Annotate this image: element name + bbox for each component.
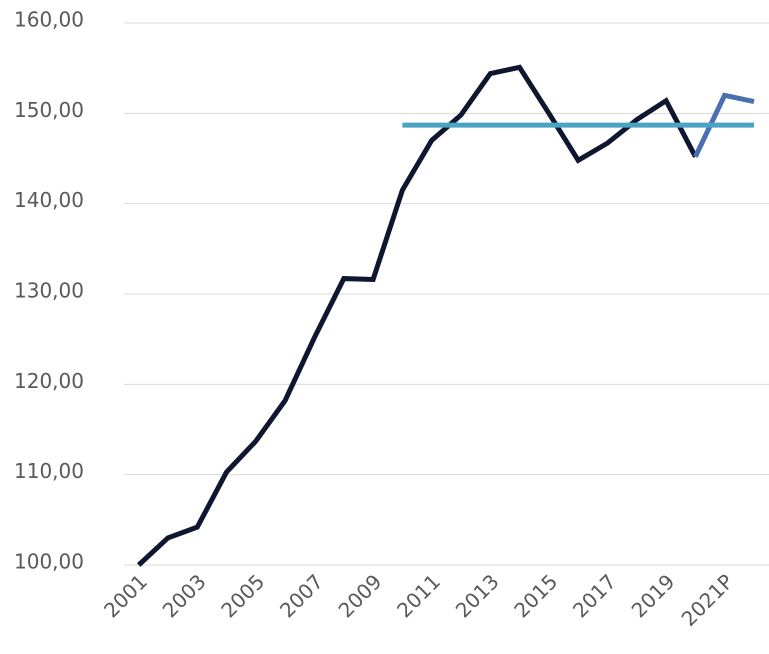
x-tick-label: 2009 <box>334 569 387 622</box>
y-tick-label: 150,00 <box>14 98 84 122</box>
x-tick-label: 2017 <box>568 569 621 622</box>
x-tick-label: 2003 <box>158 569 211 622</box>
x-tick-label: 2007 <box>275 569 328 622</box>
y-tick-label: 120,00 <box>14 369 84 393</box>
x-tick-label: 2005 <box>216 569 269 622</box>
y-tick-label: 160,00 <box>14 8 84 32</box>
y-tick-label: 130,00 <box>14 279 84 303</box>
y-tick-label: 110,00 <box>14 459 84 483</box>
series-line <box>136 64 698 567</box>
x-tick-label: 2021P <box>677 569 738 630</box>
x-tick-label: 2011 <box>392 569 445 622</box>
series-line <box>693 92 755 158</box>
x-tick-label: 2019 <box>627 569 680 622</box>
x-tick-label: 2013 <box>451 569 504 622</box>
y-tick-label: 100,00 <box>14 550 84 574</box>
x-tick-label: 2001 <box>99 569 152 622</box>
y-tick-label: 140,00 <box>14 188 84 212</box>
x-tick-label: 2015 <box>509 569 562 622</box>
